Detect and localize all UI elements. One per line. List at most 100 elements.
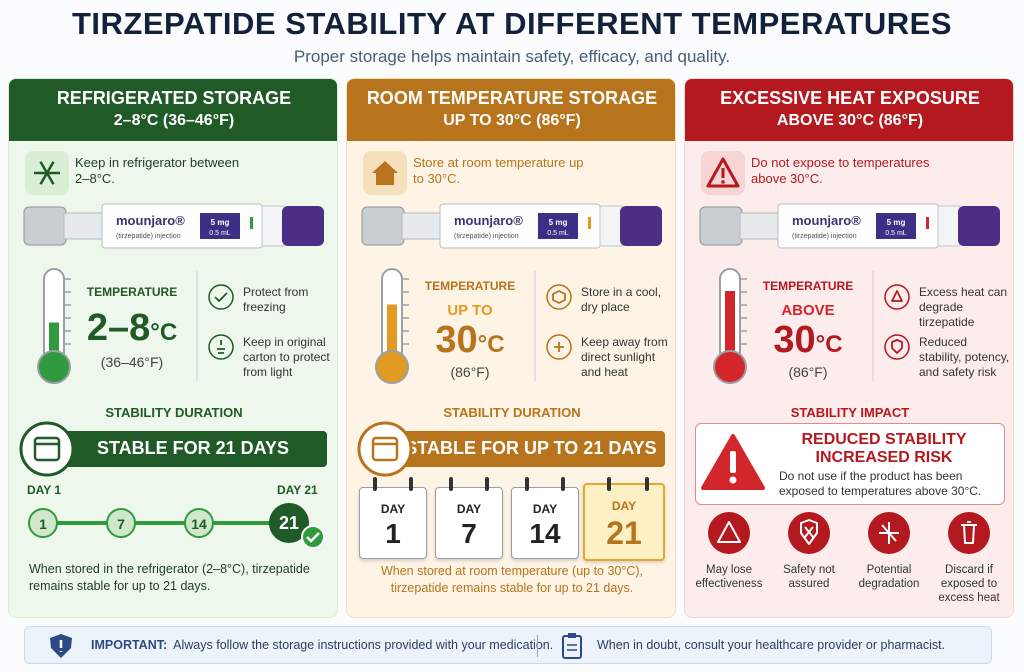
footer-advice: When in doubt, consult your healthcare p… bbox=[597, 638, 946, 652]
calendar-icon bbox=[33, 436, 61, 462]
tip-icon-ring bbox=[884, 334, 910, 360]
house bbox=[372, 161, 398, 185]
note: When stored in the refrigerator (2–8°C),… bbox=[29, 562, 310, 593]
risk-icon bbox=[788, 512, 830, 554]
risk-icon bbox=[708, 512, 750, 554]
pen-dose-box bbox=[538, 213, 578, 239]
calendar-rings bbox=[449, 477, 489, 491]
panel: REFRIGERATED STORAGE 2–8°C (36–46°F) Keep … bbox=[8, 78, 338, 618]
pen-window bbox=[401, 212, 443, 240]
title: TIRZEPATIDE STABILITY AT DIFFERENT TEMPE… bbox=[71, 6, 952, 41]
check-badge bbox=[301, 525, 325, 549]
calendar: DAY 7 bbox=[435, 487, 503, 559]
tip-icon-ring bbox=[546, 284, 572, 310]
calendar-label: DAY bbox=[532, 502, 558, 516]
tip-icon-ring bbox=[208, 334, 234, 360]
temp-label: TEMPERATURE bbox=[424, 279, 516, 293]
banner-text: STABLE FOR UP TO 21 DAYS bbox=[405, 438, 657, 458]
footer-important: IMPORTANT: Always follow the storage inst… bbox=[91, 638, 561, 652]
timeline-day: 7 bbox=[117, 516, 125, 532]
tip-icon-ring bbox=[208, 284, 234, 310]
pen-dose: 5 mg bbox=[211, 218, 230, 227]
banner-icon-ring bbox=[19, 421, 75, 477]
banner-bar bbox=[45, 431, 327, 467]
ring bbox=[449, 477, 453, 491]
risk-glyph bbox=[879, 522, 899, 544]
risk-icon bbox=[868, 512, 910, 554]
pen-window bbox=[739, 212, 781, 240]
thermometer bbox=[713, 268, 747, 384]
panel-heading: EXCESSIVE HEAT EXPOSURE bbox=[720, 88, 980, 108]
thermo-bulb bbox=[713, 350, 747, 384]
banner-text: STABLE FOR 21 DAYS bbox=[96, 438, 290, 458]
tip-glyph bbox=[891, 290, 903, 302]
tip-glyph bbox=[214, 292, 228, 302]
pen-generic: (tirzepatide) injection bbox=[116, 233, 181, 240]
risk-icon bbox=[948, 512, 990, 554]
tip-icon-ring bbox=[884, 284, 910, 310]
pen-indicator bbox=[588, 217, 591, 229]
temp-unit: °C bbox=[150, 319, 178, 346]
tip-text: Protect from freezing bbox=[243, 285, 309, 314]
temp-qualifier: ABOVE bbox=[781, 302, 835, 319]
calendar-label: DAY bbox=[611, 499, 637, 513]
pen-cap bbox=[958, 206, 1000, 246]
pen-collar bbox=[937, 205, 961, 247]
timeline-start: DAY 1 bbox=[27, 483, 62, 497]
temp-label: TEMPERATURE bbox=[762, 279, 854, 293]
risk-icon-bg bbox=[948, 512, 990, 554]
panel-header: ROOM TEMPERATURE STORAGE UP TO 30°C (86°F… bbox=[347, 79, 675, 141]
temp-number: 30 bbox=[435, 319, 478, 361]
pen-volume: 0.5 mL bbox=[547, 230, 569, 237]
temp-number: 2–8 bbox=[86, 307, 151, 349]
pen-generic: (tirzepatide) injection bbox=[454, 233, 519, 240]
panel-header: REFRIGERATED STORAGE 2–8°C (36–46°F) bbox=[9, 79, 337, 141]
panel-subheading: UP TO 30°C (86°F) bbox=[443, 112, 581, 129]
calendar: DAY 14 bbox=[511, 487, 579, 559]
pen-dose-box bbox=[876, 213, 916, 239]
icon bbox=[363, 151, 407, 195]
calendar-rings bbox=[373, 477, 413, 491]
temp-qualifier: UP TO bbox=[447, 302, 493, 319]
section-title: STABILITY IMPACT bbox=[790, 405, 910, 420]
panel-subheading: 2–8°C (36–46°F) bbox=[113, 112, 235, 129]
thermo-fill bbox=[387, 304, 397, 363]
clipboard-icon bbox=[562, 633, 582, 659]
risk-text: May lose effectiveness bbox=[695, 564, 763, 590]
calendar-day: 21 bbox=[606, 515, 642, 551]
panel-subheading: ABOVE 30°C (86°F) bbox=[776, 112, 924, 129]
risk-text: Safety not assured bbox=[783, 564, 835, 590]
icon bbox=[357, 421, 413, 477]
tip-glyph bbox=[891, 339, 903, 354]
temp-alt: (86°F) bbox=[450, 364, 490, 380]
risk-text: Discard if exposed to excess heat bbox=[938, 564, 1000, 604]
temp-alt: (36–46°F) bbox=[100, 354, 164, 370]
thermo-bulb bbox=[375, 350, 409, 384]
tip-text: Excess heat can degrade tirzepatide bbox=[919, 285, 1008, 329]
warning-subtitle: INCREASED RISK bbox=[815, 449, 953, 466]
timeline: 1 7 14 21 bbox=[28, 503, 325, 549]
pen: mounjaro® (tirzepatide) injection 5 mg 0.5 … bbox=[699, 203, 1000, 249]
timeline-end: DAY 21 bbox=[277, 483, 318, 497]
temp-value: 30°C bbox=[753, 319, 863, 362]
risk-text: Potential degradation bbox=[858, 564, 920, 590]
note: When stored at room temperature (up to 3… bbox=[380, 564, 644, 595]
panel-header: EXCESSIVE HEAT EXPOSURE ABOVE 30°C (86°F) bbox=[685, 79, 1013, 141]
ring bbox=[409, 477, 413, 491]
divider-box bbox=[196, 271, 198, 381]
ring bbox=[525, 477, 529, 491]
calendar-day: 1 bbox=[385, 518, 401, 549]
tip-text: Keep in original carton to protect from … bbox=[243, 335, 330, 379]
pen-collar bbox=[261, 205, 285, 247]
tip-glyph bbox=[217, 340, 225, 354]
pen-window bbox=[63, 212, 105, 240]
pen-needle-cap bbox=[361, 206, 405, 246]
clipboard-lines bbox=[567, 644, 577, 651]
timeline-node bbox=[184, 508, 214, 538]
pen-indicator bbox=[926, 217, 929, 229]
icon bbox=[884, 334, 910, 360]
timeline-node bbox=[28, 508, 58, 538]
pen-collar bbox=[599, 205, 623, 247]
ring bbox=[607, 477, 611, 491]
